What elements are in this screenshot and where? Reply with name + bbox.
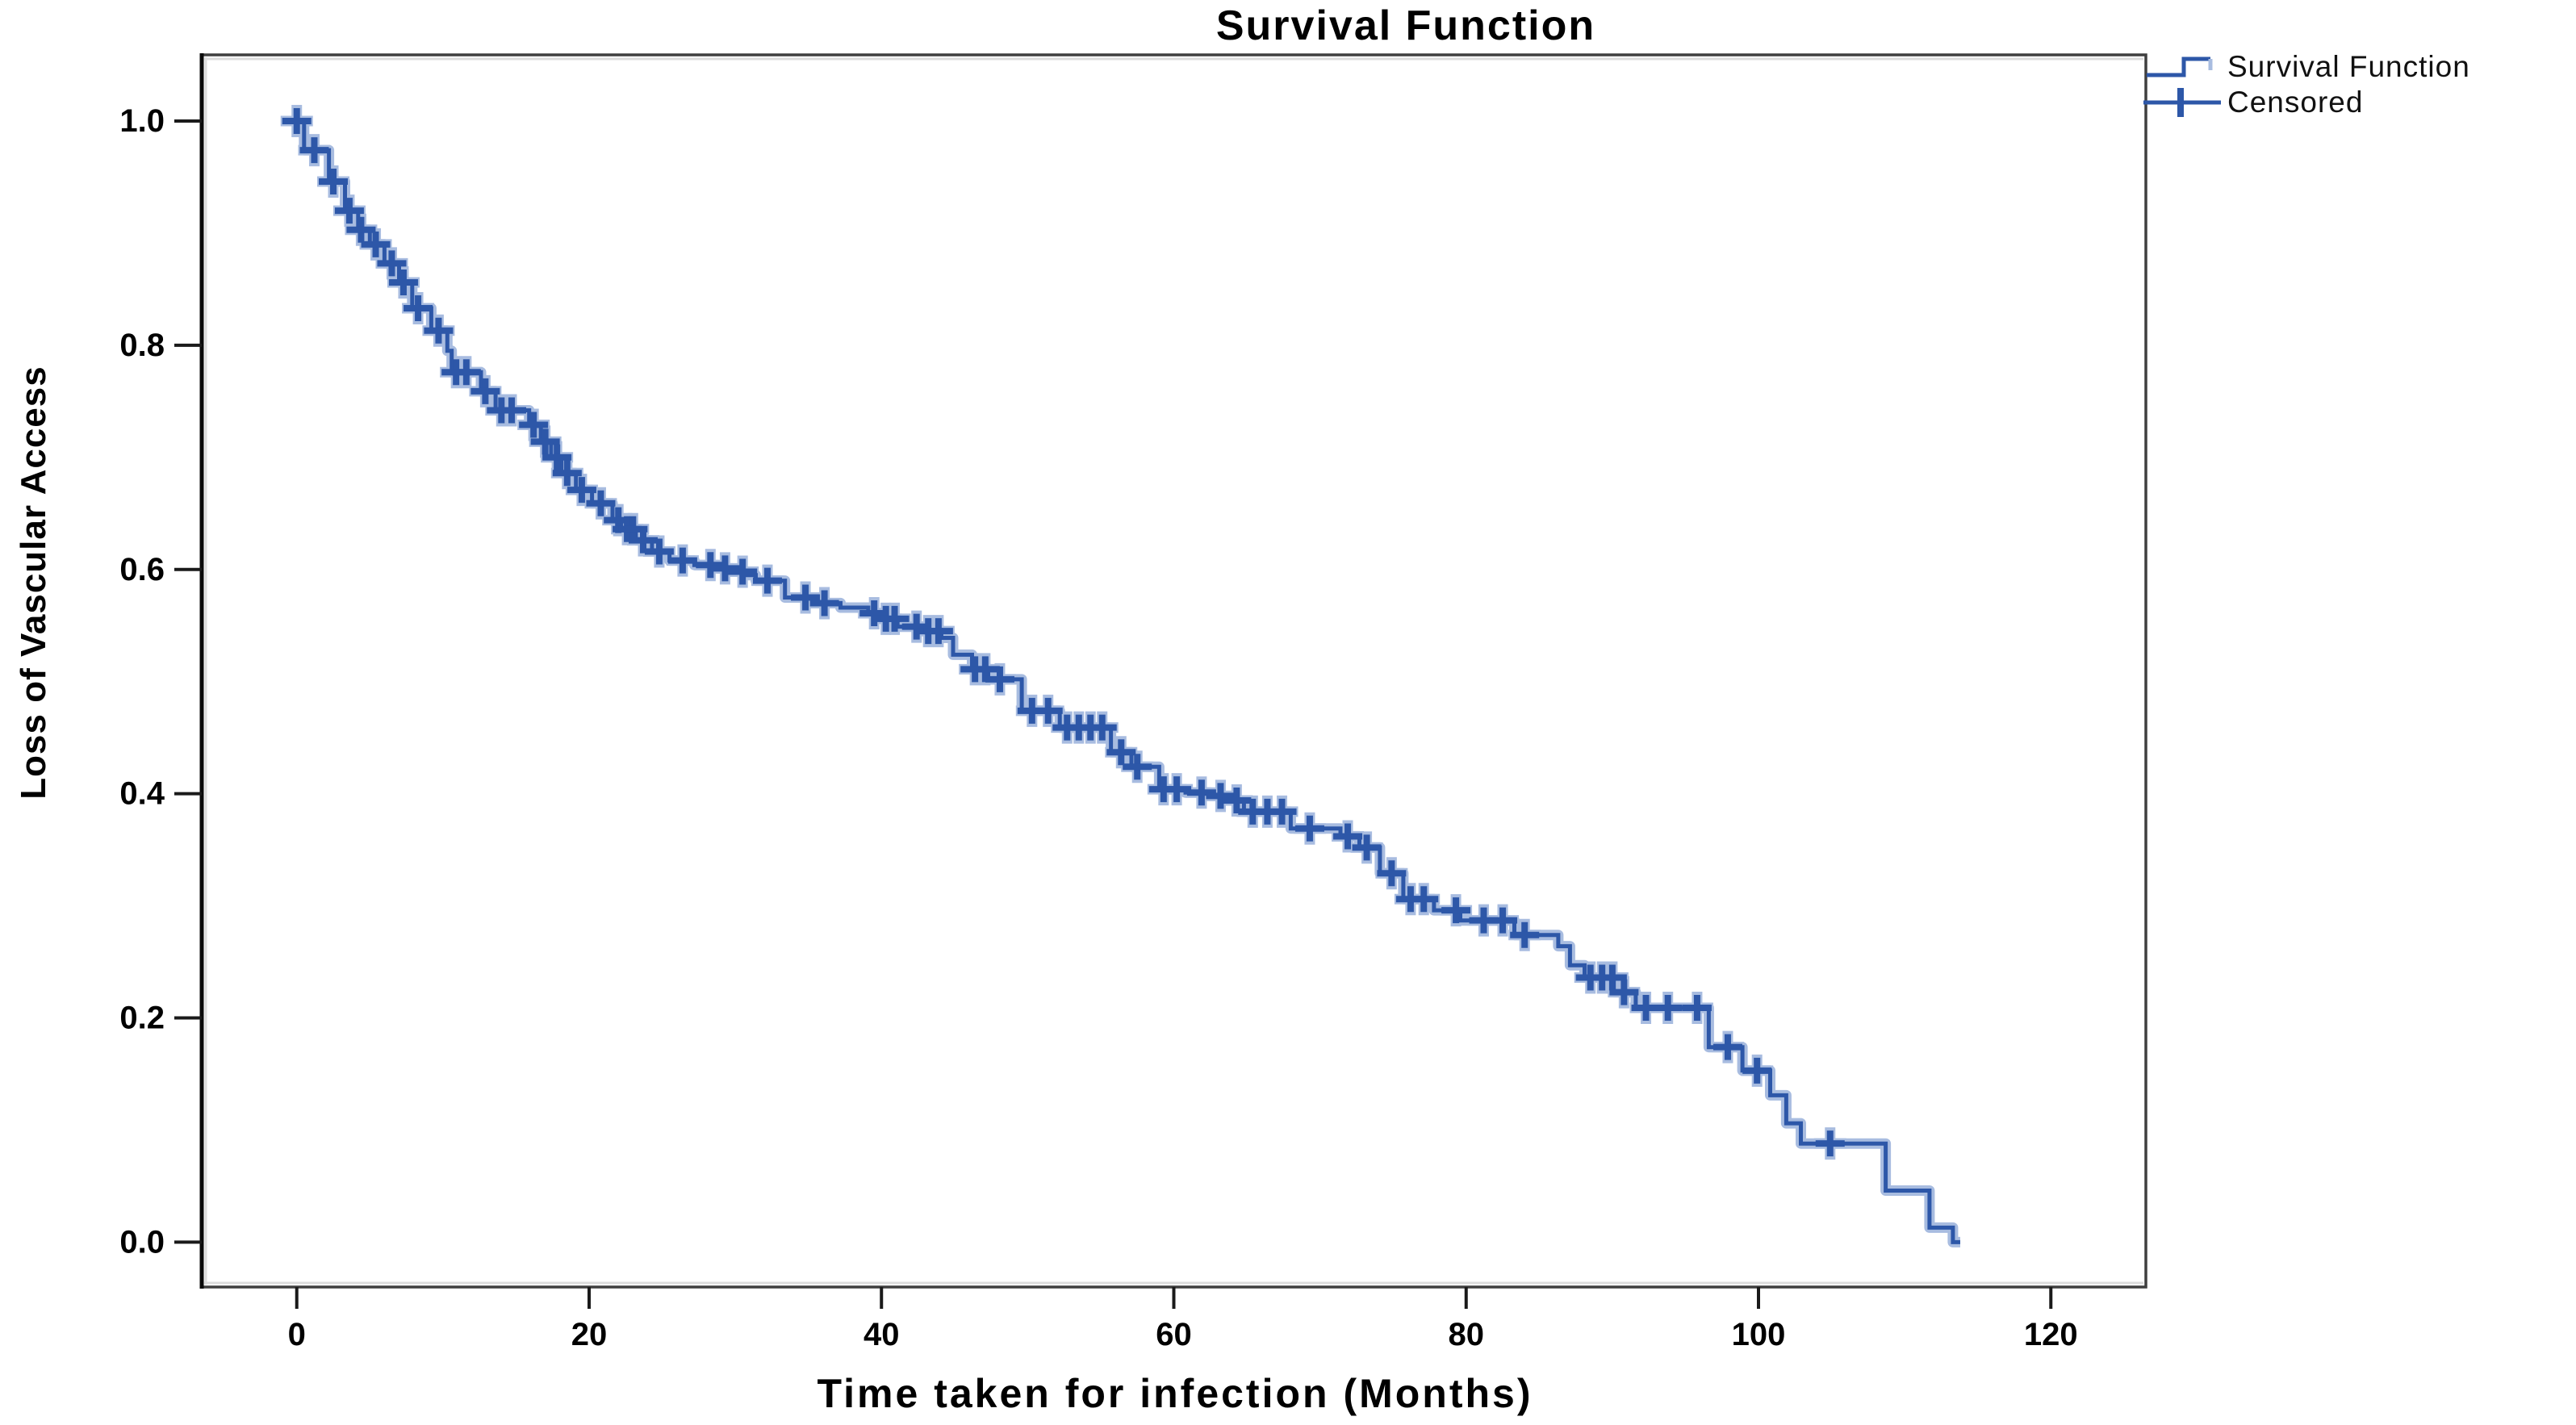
x-tick-label: 120 [2024,1317,2078,1352]
x-tick-label: 40 [864,1317,900,1352]
y-tick-label: 0.0 [119,1224,165,1260]
y-tick-label: 0.2 [119,1001,165,1036]
x-tick-label: 100 [1732,1317,1786,1352]
x-tick-label: 80 [1449,1317,1485,1352]
x-axis-title: Time taken for infection (Months) [817,1371,1533,1416]
chart-title: Survival Function [1215,2,1596,49]
legend-item-censored: Censored [2140,86,2363,119]
y-tick-label: 0.6 [119,552,165,587]
y-tick-label: 0.8 [119,328,165,363]
legend-label-survival-function: Survival Function [2227,50,2470,83]
survival-function-step-line-icon [2147,56,2213,77]
x-tick-label: 20 [571,1317,608,1352]
legend-label-censored: Censored [2227,86,2364,119]
plot-frame [200,53,2147,1289]
x-tick-label: 60 [1156,1317,1192,1352]
censored-plus-icon [2143,88,2221,117]
y-axis-title: Loss of Vascular Access [14,366,53,800]
y-tick-label: 0.4 [119,776,165,812]
x-tick-label: 0 [288,1317,306,1352]
y-tick-label: 1.0 [119,103,165,139]
legend-item-survival-function: Survival Function [2140,50,2470,84]
